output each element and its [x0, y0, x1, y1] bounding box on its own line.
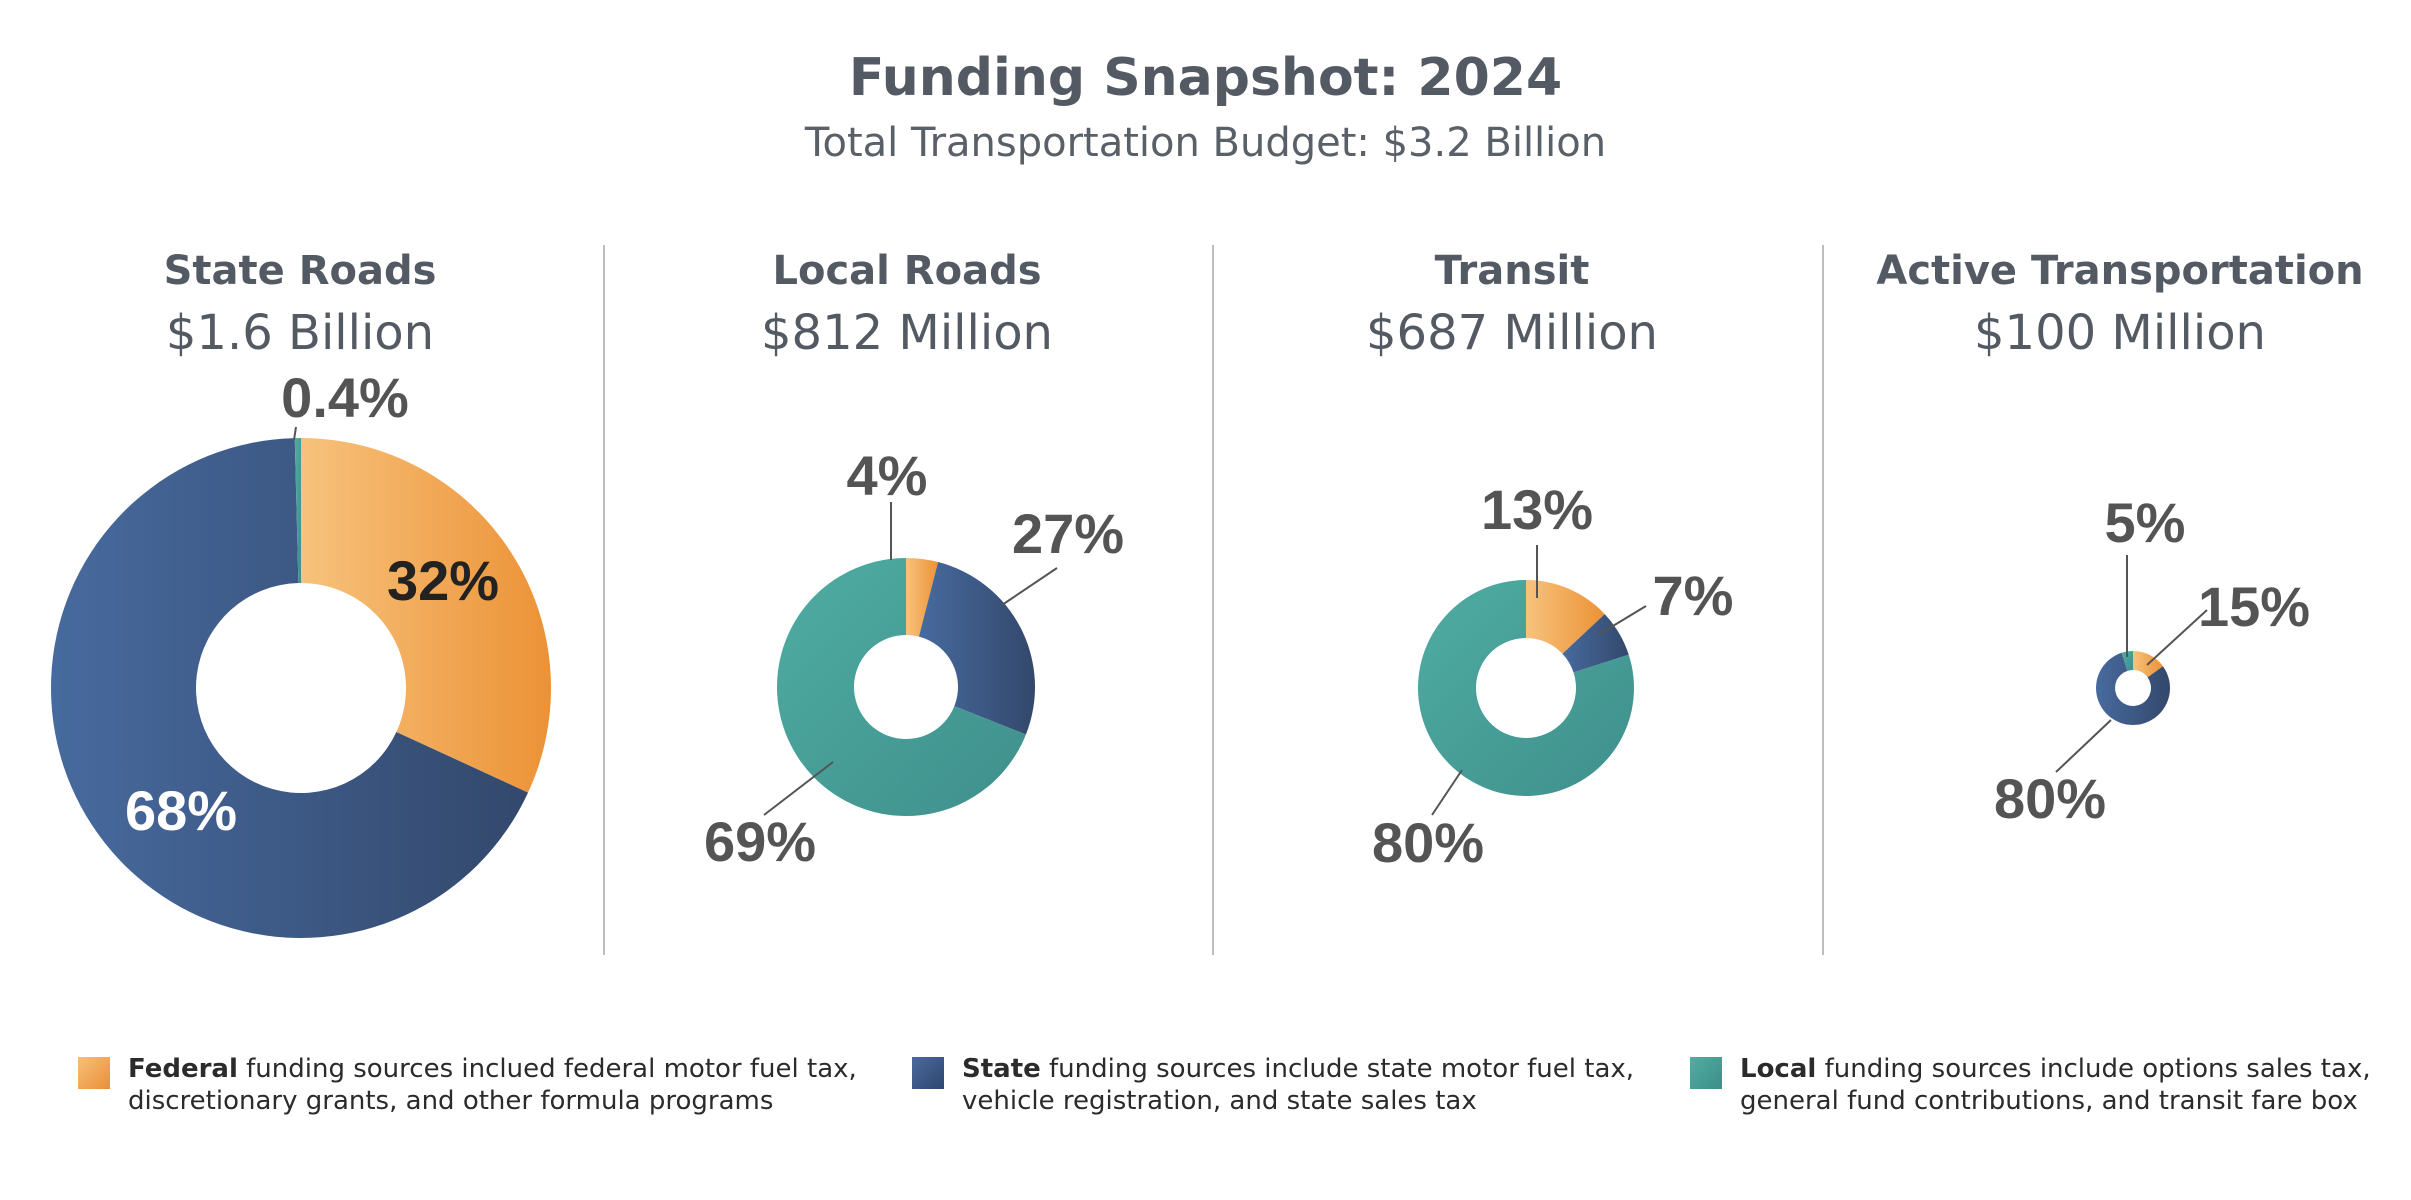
donut-chart: 32% 68% 0.4%: [51, 366, 551, 938]
donut-chart: 4% 27% 69%: [704, 444, 1124, 873]
panel-total: $100 Million: [1974, 305, 2266, 361]
data-label: 69%: [704, 810, 816, 873]
legend-item-federal: Federal funding sources inclued federal …: [78, 1053, 857, 1117]
chart-title: Funding Snapshot: 2024: [848, 48, 1563, 108]
data-label: 0.4%: [281, 366, 409, 429]
panel-title: State Roads: [163, 248, 437, 294]
data-label: 27%: [1012, 502, 1124, 565]
donut-chart: 15% 80% 5%: [1994, 491, 2310, 830]
panel-title: Active Transportation: [1876, 248, 2364, 294]
slice-federal: [906, 558, 939, 637]
slice-state: [918, 562, 1035, 735]
legend-text: Local funding sources include options sa…: [1740, 1054, 2371, 1116]
panel-divider: [603, 245, 605, 955]
legend-text: Federal funding sources inclued federal …: [128, 1054, 857, 1116]
panel-title: Local Roads: [772, 248, 1042, 294]
data-label: 5%: [2105, 491, 2186, 554]
leader-line: [293, 426, 297, 441]
legend-item-state: State funding sources include state moto…: [912, 1053, 1634, 1117]
slice-state: [51, 438, 529, 938]
panel-header-active-transportation: Active Transportation $100 Million: [1820, 245, 2411, 365]
leader-line: [1597, 605, 1647, 636]
data-label: 7%: [1653, 564, 1734, 627]
leader-line: [1001, 567, 1058, 606]
slice-federal: [301, 438, 551, 793]
slice-federal: [1526, 580, 1605, 654]
panel-total: $812 Million: [761, 305, 1053, 361]
slice-local: [294, 438, 301, 584]
data-label: 68%: [125, 779, 237, 842]
slice-state: [1562, 614, 1629, 673]
panel-title: Transit: [1434, 248, 1590, 294]
legend-text: State funding sources include state moto…: [962, 1054, 1635, 1116]
legend-swatch-state: [912, 1057, 944, 1089]
leader-line: [2055, 719, 2112, 773]
panel-header-state-roads: State Roads $1.6 Billion: [0, 245, 600, 365]
data-label: 80%: [1994, 767, 2106, 830]
leader-line: [763, 761, 834, 816]
slice-state: [2096, 652, 2170, 726]
slice-local: [776, 558, 1026, 817]
leader-line: [2146, 609, 2208, 666]
panel-header-local-roads: Local Roads $812 Million: [607, 245, 1207, 365]
data-label: 13%: [1481, 478, 1593, 541]
legend-swatch-local: [1690, 1057, 1722, 1089]
slice-local: [2121, 651, 2133, 671]
data-label: 4%: [847, 444, 928, 507]
panel-divider: [1822, 245, 1824, 955]
data-label: 80%: [1372, 811, 1484, 874]
panel-header-transit: Transit $687 Million: [1212, 245, 1812, 365]
legend-item-local: Local funding sources include options sa…: [1690, 1053, 2371, 1117]
slice-local: [1418, 580, 1634, 796]
leader-line: [1431, 769, 1463, 816]
panel-divider: [1212, 245, 1214, 955]
chart-subtitle: Total Transportation Budget: $3.2 Billio…: [804, 120, 1607, 166]
panel-total: $687 Million: [1366, 305, 1658, 361]
panel-total: $1.6 Billion: [165, 305, 435, 361]
legend-swatch-federal: [78, 1057, 110, 1089]
donut-chart: 13% 7% 80%: [1372, 478, 1734, 874]
data-label: 32%: [387, 549, 499, 612]
data-label: 15%: [2198, 575, 2310, 638]
